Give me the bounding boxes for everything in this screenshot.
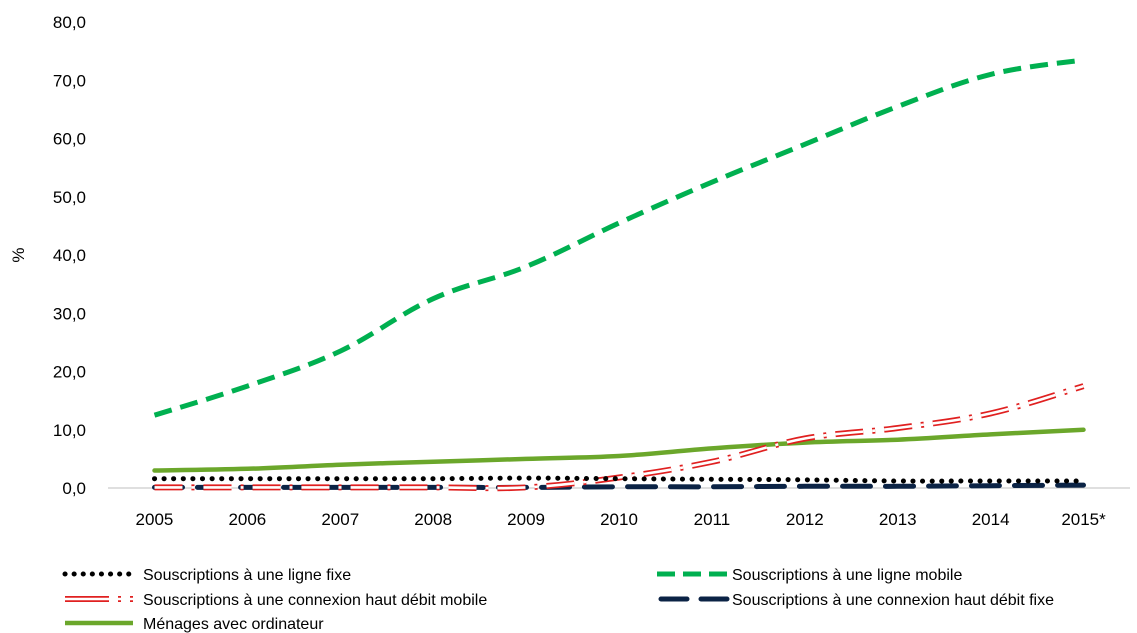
legend-label: Ménages avec ordinateur	[143, 616, 324, 633]
y-tick-label: 30,0	[53, 304, 86, 323]
series-line-menages	[152, 427, 1086, 473]
y-tick-label: 80,0	[53, 13, 86, 32]
legend-item-fixe: Souscriptions à une ligne fixe	[62, 567, 351, 584]
x-tick-label: 2010	[600, 510, 638, 529]
x-axis-ticks: 2005 2006 2007 2008 2009 2010 2011 2012 2013 2014…	[136, 510, 1107, 529]
legend-item-menages: Ménages avec ordinateur	[65, 616, 324, 633]
x-tick-label: 2014	[972, 510, 1010, 529]
legend-item-mobile: Souscriptions à une ligne mobile	[657, 567, 962, 584]
series-line-mobile	[153, 57, 1084, 418]
y-tick-label: 20,0	[53, 363, 86, 382]
x-tick-label: 2008	[414, 510, 452, 529]
legend-item-hdmobile: Souscriptions à une connexion haut débit…	[65, 592, 487, 609]
y-tick-label: 70,0	[53, 71, 86, 90]
x-tick-label: 2006	[228, 510, 266, 529]
legend-label: Souscriptions à une ligne fixe	[143, 567, 351, 584]
y-tick-label: 0,0	[62, 479, 86, 498]
x-tick-label: 2007	[321, 510, 359, 529]
y-tick-label: 40,0	[53, 246, 86, 265]
legend: Souscriptions à une ligne fixe Souscripti…	[62, 567, 1054, 633]
x-tick-label: 2012	[786, 510, 824, 529]
series-lines	[152, 57, 1086, 492]
y-tick-label: 60,0	[53, 130, 86, 149]
legend-label: Souscriptions à une connexion haut débit…	[143, 592, 487, 609]
legend-label: Souscriptions à une ligne mobile	[732, 567, 962, 584]
legend-label: Souscriptions à une connexion haut débit…	[732, 592, 1054, 609]
x-tick-label: 2015*	[1061, 510, 1106, 529]
x-tick-label: 2009	[507, 510, 545, 529]
legend-item-hdfixe: Souscriptions à une connexion haut débit…	[658, 592, 1054, 609]
y-axis-label: %	[9, 247, 28, 262]
x-tick-label: 2013	[879, 510, 917, 529]
y-tick-label: 10,0	[53, 421, 86, 440]
x-tick-label: 2011	[694, 510, 731, 529]
x-tick-label: 2005	[136, 510, 174, 529]
y-tick-label: 50,0	[53, 188, 86, 207]
series-line-hdmobile-inner	[154, 384, 1084, 490]
series-line-hdfixe	[152, 482, 1086, 490]
y-axis-ticks: 0,0 10,0 20,0 30,0 40,0 50,0 60,0 70,0 80,0	[53, 13, 86, 498]
